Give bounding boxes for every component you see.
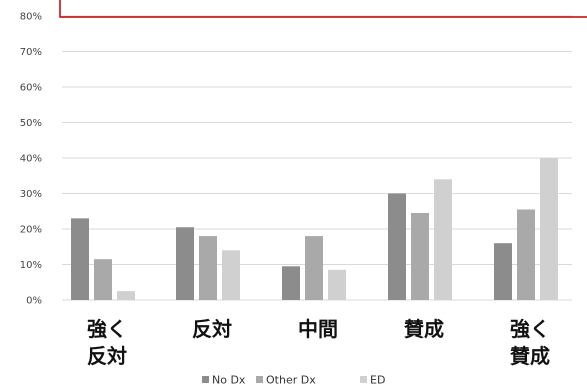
bar-other-dx-2 xyxy=(305,236,323,300)
y-tick-label: 80% xyxy=(20,12,42,23)
category-label: 賛成 xyxy=(510,344,550,368)
y-tick-label: 30% xyxy=(20,189,42,200)
legend-swatch xyxy=(202,376,209,383)
legend-swatch xyxy=(256,376,263,383)
y-tick-label: 40% xyxy=(20,154,42,165)
y-tick-label: 70% xyxy=(20,47,42,58)
legend-label: ED xyxy=(370,374,385,387)
category-label: 中間 xyxy=(298,317,338,341)
legend: No Dx Other Dx ED xyxy=(202,374,385,387)
category-label: 反対 xyxy=(192,317,232,341)
y-axis-tick-labels: 0% 10% 20% 30% 40% 50% 60% 70% 80% xyxy=(20,12,42,307)
bar-no-dx-2 xyxy=(282,266,300,300)
bars xyxy=(71,158,558,300)
bar-ed-4 xyxy=(540,158,558,300)
y-tick-label: 60% xyxy=(20,83,42,94)
bar-no-dx-4 xyxy=(494,243,512,300)
y-tick-label: 50% xyxy=(20,118,42,129)
bar-other-dx-4 xyxy=(517,209,535,300)
y-tick-label: 0% xyxy=(26,296,42,307)
legend-label: Other Dx xyxy=(266,374,316,387)
bar-ed-1 xyxy=(222,250,240,300)
category-label: 反対 xyxy=(87,344,127,368)
bar-ed-3 xyxy=(434,179,452,300)
legend-label: No Dx xyxy=(212,374,246,387)
category-label: 強く xyxy=(510,317,550,341)
highlight-frame xyxy=(59,0,587,18)
bar-other-dx-1 xyxy=(199,236,217,300)
bar-ed-0 xyxy=(117,291,135,300)
category-label: 賛成 xyxy=(404,317,444,341)
y-tick-label: 20% xyxy=(20,225,42,236)
bar-ed-2 xyxy=(328,269,346,300)
bar-other-dx-0 xyxy=(94,259,112,300)
bar-no-dx-1 xyxy=(176,227,194,300)
legend-swatch xyxy=(360,376,367,383)
y-tick-label: 10% xyxy=(20,260,42,271)
bar-other-dx-3 xyxy=(411,213,429,300)
category-label: 強く xyxy=(87,317,127,341)
bar-no-dx-3 xyxy=(388,193,406,300)
bar-no-dx-0 xyxy=(71,218,89,300)
